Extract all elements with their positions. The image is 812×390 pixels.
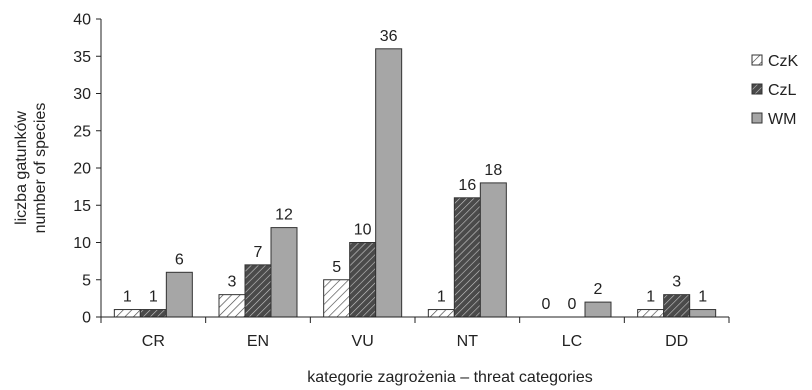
x-axis-ticks: CR EN VU NT LC DD [100,317,730,350]
data-label-czk-cr: 1 [123,289,132,306]
data-label-czl-vu: 10 [354,222,372,239]
data-label-czl-dd: 3 [672,274,681,291]
legend-swatch-czl [751,83,763,95]
data-label-czk-en: 3 [228,274,237,291]
data-label-wm-en: 12 [275,207,293,224]
legend-swatch-czk [751,54,763,66]
x-tick-label-dd: DD [665,333,688,350]
y-tick-label: 40 [73,12,91,29]
x-tick-label-nt: NT [457,333,479,350]
x-tick-label-en: EN [247,333,269,350]
bar-czk-vu [323,279,351,318]
y-tick-label: 5 [82,272,91,289]
y-tick-label: 20 [73,161,91,178]
bar-czl-dd [663,294,691,318]
data-label-czl-nt: 16 [458,177,476,194]
data-label-czl-cr: 1 [149,289,158,306]
data-label-wm-dd: 1 [698,289,707,306]
legend-label-czl: CzL [768,82,797,99]
x-tick-label-cr: CR [142,333,165,350]
bars [113,48,717,318]
legend-label-wm: WM [768,111,796,128]
data-label-wm-nt: 18 [484,162,502,179]
bar-wm-vu [375,48,403,318]
bar-czl-nt [453,197,481,318]
y-tick-label: 0 [82,310,91,327]
y-tick-label: 10 [73,235,91,252]
y-tick-label: 30 [73,86,91,103]
bar-czk-nt [427,309,455,318]
y-tick-label: 35 [73,49,91,66]
y-tick-label: 25 [73,123,91,140]
bar-wm-lc [584,301,612,318]
data-label-czl-en: 7 [254,244,263,261]
bar-wm-cr [165,271,193,318]
y-axis-title: liczba gatunków number of species [13,103,49,234]
bar-czl-en [244,264,272,318]
data-label-wm-vu: 36 [380,28,398,45]
y-tick-label: 15 [73,198,91,215]
data-label-wm-cr: 6 [175,251,184,268]
bar-czk-en [218,294,246,318]
data-label-czk-nt: 1 [437,289,446,306]
y-axis-title-line-1: liczba gatunków [13,111,30,225]
bar-wm-nt [479,182,507,318]
bar-czk-cr [113,309,141,318]
legend-label-czk: CzK [768,53,799,70]
bar-czl-cr [139,309,167,318]
data-label-czk-lc: 0 [542,296,551,313]
bar-wm-en [270,227,298,318]
data-label-czk-dd: 1 [646,289,655,306]
y-axis-ticks: 0 5 10 15 20 25 30 35 40 [73,12,101,327]
legend: CzK CzL WM [751,53,799,128]
data-label-wm-lc: 2 [594,281,603,298]
bar-czl-vu [349,242,377,318]
y-axis-title-line-2: number of species [32,103,49,234]
data-label-czl-lc: 0 [568,296,577,313]
x-tick-label-vu: VU [352,333,374,350]
legend-swatch-wm [751,112,763,124]
bar-wm-dd [689,309,717,318]
bar-czk-dd [637,309,665,318]
x-axis-title: kategorie zagrożenia – threat categories [307,369,593,386]
x-tick-label-lc: LC [562,333,582,350]
data-label-czk-vu: 5 [332,259,341,276]
